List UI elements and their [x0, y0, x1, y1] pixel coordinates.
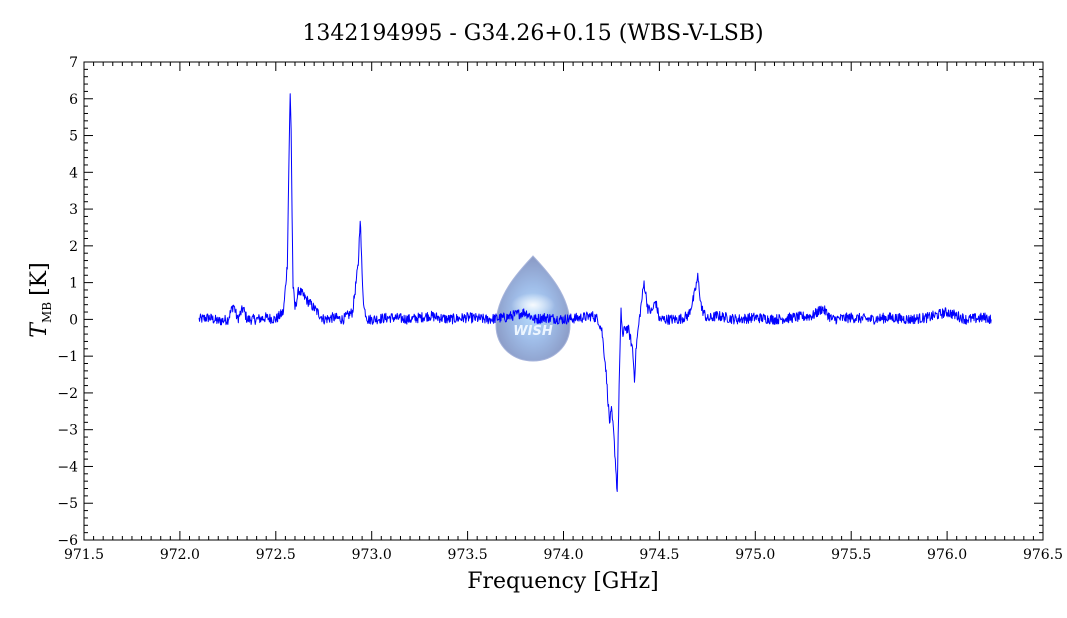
y-axis-label-unit: [K] [27, 262, 52, 296]
y-tick-label: −1 [57, 349, 78, 365]
y-axis-label-main: T [27, 321, 52, 338]
y-tick-label: 4 [69, 165, 78, 181]
x-tick-label: 975.5 [831, 547, 871, 563]
y-tick-label: −2 [57, 386, 78, 402]
x-tick-label: 973.0 [352, 547, 392, 563]
y-tick-label: 7 [69, 55, 78, 71]
y-tick-label: −4 [57, 459, 78, 475]
y-axis-label-sub: MB [40, 302, 54, 323]
y-tick-label: 1 [69, 276, 78, 292]
y-axis: −6 −5 −4 −3 −2 −1 0 1 2 3 4 5 6 7 [57, 55, 1043, 549]
x-tick-label: 974.5 [639, 547, 679, 563]
spectrum-line-0 [198, 93, 992, 492]
x-tick-label: 976.0 [927, 547, 967, 563]
watermark-label: WISH [513, 324, 553, 339]
x-axis-label: Frequency [GHz] [467, 569, 659, 594]
x-tick-label: 971.5 [64, 547, 104, 563]
y-tick-label: 3 [69, 202, 78, 218]
x-tick-label: 972.0 [160, 547, 200, 563]
chart-title: 1342194995 - G34.26+0.15 (WBS-V-LSB) [302, 21, 763, 46]
x-tick-label: 975.0 [735, 547, 775, 563]
x-tick-label: 976.5 [1023, 547, 1063, 563]
y-axis-label: TMB [K] [27, 262, 54, 337]
y-tick-label: 0 [69, 312, 78, 328]
y-tick-label: −3 [57, 423, 78, 439]
y-tick-label: −5 [57, 496, 78, 512]
x-tick-label: 972.5 [256, 547, 296, 563]
y-tick-label: 6 [69, 92, 78, 108]
x-tick-label: 974.0 [543, 547, 583, 563]
x-tick-label: 973.5 [448, 547, 488, 563]
y-tick-label: 2 [69, 239, 78, 255]
x-axis: 971.5 972.0 972.5 973.0 973.5 974.0 974.5 975.0… [64, 62, 1063, 563]
y-tick-label: −6 [57, 533, 78, 549]
wish-logo-watermark: WISH [495, 255, 571, 362]
y-tick-label: 5 [69, 129, 78, 145]
